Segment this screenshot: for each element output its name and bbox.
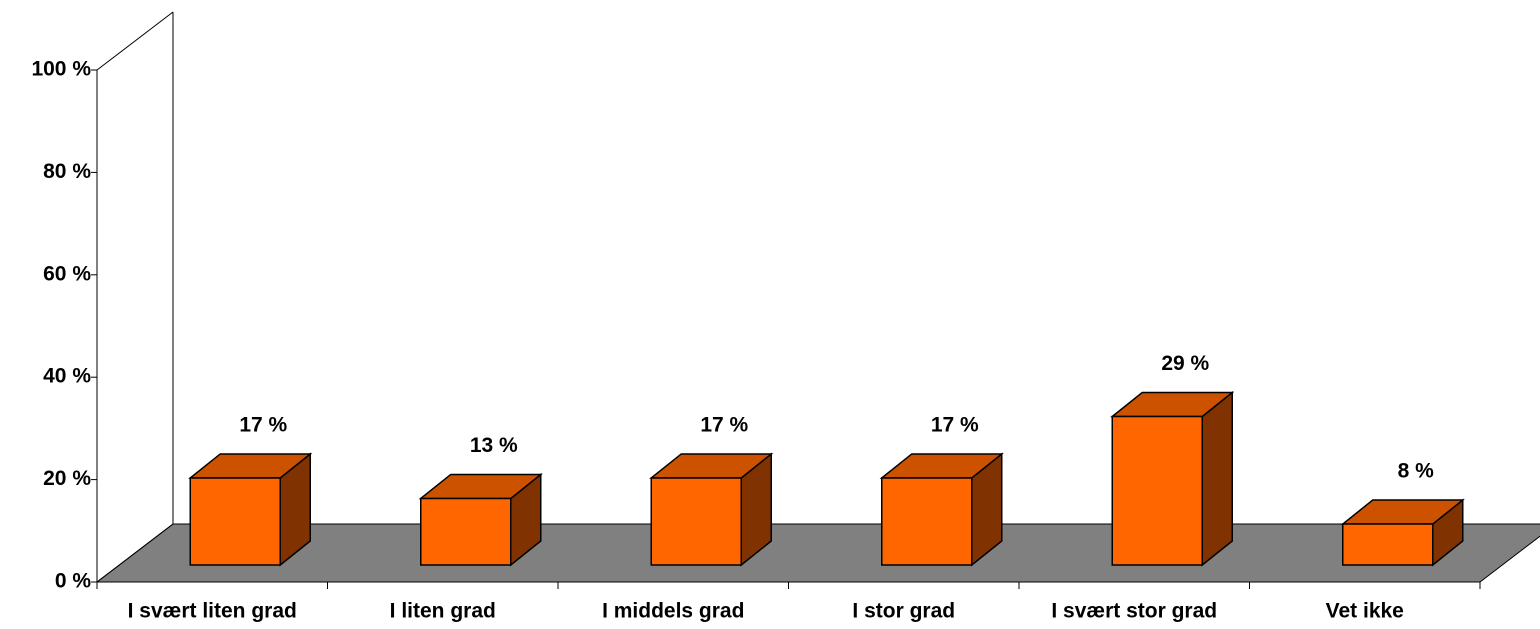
y-tick-label: 100 % [31, 58, 91, 81]
value-label: 13 % [470, 434, 518, 457]
x-tick-label: I svært liten grad [128, 600, 297, 623]
bar-front [1111, 415, 1203, 566]
bar-front [881, 477, 973, 566]
value-label: 8 % [1398, 460, 1435, 483]
bar-front [1342, 523, 1434, 566]
back-wall-top [96, 11, 174, 71]
floor [95, 523, 1540, 583]
bar [418, 472, 543, 567]
bar-front [420, 497, 512, 566]
value-label: 17 % [239, 414, 287, 437]
floor-side [96, 523, 174, 583]
x-tick-label: Vet ikke [1326, 600, 1404, 623]
value-label: 29 % [1161, 352, 1209, 375]
bar [188, 452, 313, 567]
x-tick-label: I stor grad [852, 600, 955, 623]
y-tick-label: 40 % [43, 365, 91, 388]
bar [649, 452, 774, 567]
bar-front [650, 477, 742, 566]
x-tick-label: I svært stor grad [1051, 600, 1217, 623]
x-tick-label: I liten grad [390, 600, 496, 623]
y-tick-label: 80 % [43, 160, 91, 183]
bar [879, 452, 1004, 567]
bar [1110, 390, 1235, 567]
y-tick-label: 20 % [43, 467, 91, 490]
x-tick-label: I middels grad [602, 600, 744, 623]
y-tick-label: 0 % [55, 570, 92, 593]
bar [1340, 498, 1465, 567]
bar-front [189, 477, 281, 566]
value-label: 17 % [931, 414, 979, 437]
y-tick-label: 60 % [43, 262, 91, 285]
value-label: 17 % [700, 414, 748, 437]
bar-side [1201, 390, 1233, 567]
